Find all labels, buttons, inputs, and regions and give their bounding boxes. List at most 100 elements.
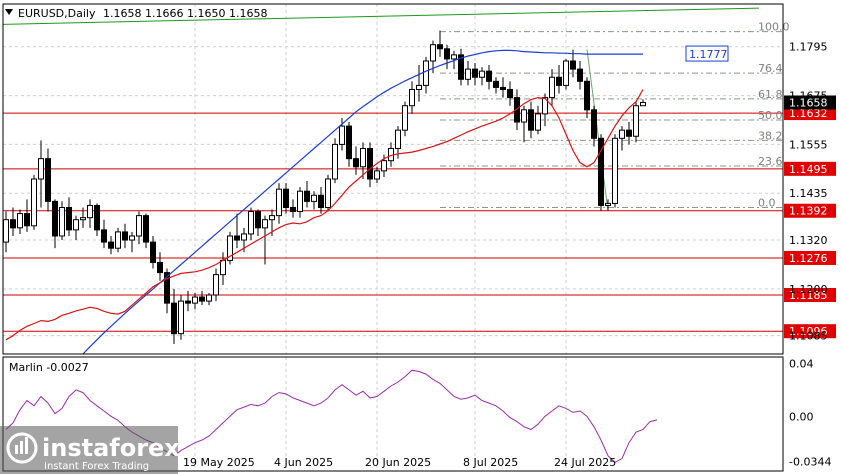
candle-body <box>507 88 513 99</box>
candle-body <box>535 113 541 131</box>
current-price-tag <box>784 95 836 110</box>
candle-body <box>514 97 520 123</box>
moving-averages: 1.1777 <box>5 45 729 355</box>
candle-body <box>598 137 604 206</box>
candle-body <box>360 147 366 168</box>
candle-body <box>528 109 534 131</box>
marlin-oscillator-line <box>5 369 658 464</box>
candle-body <box>633 105 639 137</box>
candle-body <box>325 178 331 208</box>
axes: 19 May 2025 4 Jun 2025 20 Jun 2025 8 Jul 20… <box>2 3 836 472</box>
candle-body <box>178 300 184 335</box>
candle-body <box>423 60 429 86</box>
candle-body <box>108 241 114 249</box>
candle-body <box>584 80 590 111</box>
candle-body <box>136 215 142 237</box>
candle-body <box>94 204 100 231</box>
candle-body <box>542 97 548 115</box>
candle-body <box>192 296 198 304</box>
instaforex-logo-icon <box>6 432 38 464</box>
candle-body <box>402 105 408 131</box>
candle-body <box>479 70 485 78</box>
candle-body <box>409 88 415 107</box>
candles <box>3 30 646 344</box>
candle-body <box>493 80 499 88</box>
candle-body <box>605 202 611 206</box>
level-tag <box>784 287 836 302</box>
target-label: 1.1777 <box>689 48 728 61</box>
candle-body <box>304 190 310 202</box>
candle-body <box>381 160 387 172</box>
candle-body <box>472 68 478 78</box>
candle-body <box>185 300 191 304</box>
level-label: 1.1096 <box>789 325 828 338</box>
red-moving-average <box>5 89 644 341</box>
level-tag <box>784 250 836 265</box>
candle-body <box>115 231 121 249</box>
osc-y-tick-label: 0.04 <box>789 358 814 371</box>
trend-lines <box>2 7 760 25</box>
candle-body <box>87 204 93 219</box>
candle-body <box>241 233 247 241</box>
candle-body <box>437 44 443 50</box>
candle-body <box>465 68 471 80</box>
candle-body <box>458 54 464 80</box>
candle-body <box>276 188 282 217</box>
x-tick-label: 4 Jun 2025 <box>274 456 333 469</box>
candle-body <box>521 109 527 123</box>
candle-body <box>556 76 562 86</box>
candle-body <box>269 215 275 221</box>
horizontal-levels: 1.1632 1.1495 1.1392 1.1276 1.1185 1.1096 <box>3 106 836 339</box>
candle-body <box>444 48 450 60</box>
candle-body <box>171 302 177 335</box>
candle-body <box>577 68 583 82</box>
candle-body <box>31 178 37 227</box>
candle-body <box>339 125 345 145</box>
candle-body <box>59 206 65 237</box>
candle-body <box>234 235 240 241</box>
candle-body <box>17 213 23 229</box>
fib-anchor-line <box>586 49 609 211</box>
candle-body <box>220 259 226 276</box>
candle-body <box>164 272 170 304</box>
candle-body <box>591 109 597 139</box>
candle-body <box>38 158 44 180</box>
candle-body <box>66 206 72 231</box>
candle-body <box>563 60 569 86</box>
candle-body <box>451 54 457 60</box>
candle-body <box>150 241 156 263</box>
candle-body <box>80 217 86 221</box>
x-tick-label: 19 May 2025 <box>183 456 255 469</box>
candle-body <box>157 261 163 274</box>
blue-moving-average <box>82 49 643 355</box>
main-panel-frame <box>2 3 784 355</box>
candle-body <box>318 194 324 208</box>
candle-body <box>45 158 51 202</box>
chart-menu-icon[interactable] <box>5 9 13 15</box>
candle-body <box>430 44 436 62</box>
fib-level-label: 38.2 <box>758 129 783 142</box>
candle-body <box>3 219 9 243</box>
candle-body <box>332 143 338 180</box>
fib-level-label: 100.0 <box>758 21 790 34</box>
oscillator-title: Marlin -0.0027 <box>9 361 89 374</box>
fib-level-label: 50.0 <box>758 109 783 122</box>
candle-body <box>353 158 359 168</box>
candle-body <box>500 86 506 90</box>
candle-body <box>283 188 289 208</box>
candle-body <box>374 170 380 180</box>
candle-body <box>213 274 219 296</box>
logo-bar-1 <box>15 445 18 454</box>
fib-level-label: 0.0 <box>758 196 776 209</box>
candle-body <box>255 211 261 229</box>
candle-body <box>626 129 632 137</box>
instaforex-watermark: instaforex Instant Forex Trading <box>0 426 180 474</box>
current-price-label: 1.1658 <box>789 96 828 109</box>
level-label: 1.1185 <box>789 289 828 302</box>
candle-body <box>248 211 254 235</box>
candle-body <box>199 296 205 302</box>
x-tick-label: 20 Jun 2025 <box>365 456 431 469</box>
fib-level-label: 61.8 <box>758 88 783 101</box>
